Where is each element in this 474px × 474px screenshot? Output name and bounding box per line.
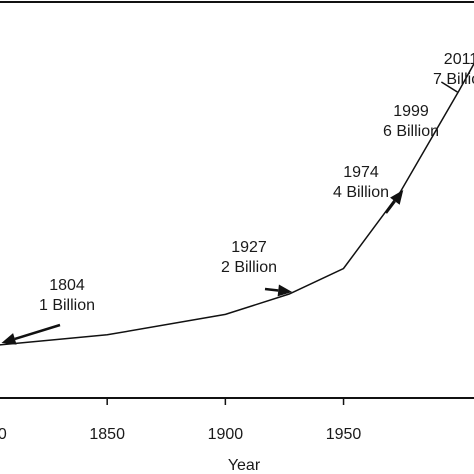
plot-frame xyxy=(0,1,474,399)
annotation-year: 1974 xyxy=(343,164,379,181)
series-layer xyxy=(0,62,474,346)
annotation-year: 1999 xyxy=(393,103,429,120)
annotation-arrow-shaft xyxy=(14,323,61,341)
x-tick-label: 1800 xyxy=(0,426,7,443)
annotation-arrow-shaft xyxy=(385,200,396,214)
annotation-year: 2011 xyxy=(444,51,474,68)
x-axis-ticks: 1800 1850 1900 1950 xyxy=(0,398,361,443)
x-tick-label: 1900 xyxy=(208,426,244,443)
annotation-year: 1927 xyxy=(231,239,267,256)
annotation-1974: 1974 4 Billion xyxy=(333,164,404,214)
x-axis-title: Year xyxy=(228,457,261,474)
x-tick-label: 1950 xyxy=(326,426,362,443)
x-tick-label: 1850 xyxy=(89,426,125,443)
annotation-year: 1804 xyxy=(49,277,85,294)
annotation-value: 7 Billion xyxy=(433,71,474,88)
annotation-value: 4 Billion xyxy=(333,184,389,201)
annotation-1804: 1804 1 Billion xyxy=(1,277,95,345)
annotation-value: 6 Billion xyxy=(383,123,439,140)
annotation-1927: 1927 2 Billion xyxy=(221,239,293,297)
annotation-leader xyxy=(440,81,458,93)
annotation-value: 2 Billion xyxy=(221,259,277,276)
annotation-arrow-head xyxy=(1,333,17,345)
annotation-arrow-shaft xyxy=(264,287,279,292)
annotation-1999: 1999 6 Billion xyxy=(383,81,458,140)
population-line xyxy=(0,62,474,346)
annotation-arrow-head xyxy=(390,190,404,205)
annotation-arrow-head xyxy=(277,284,293,297)
annotation-value: 1 Billion xyxy=(39,297,95,314)
annotation-2011: 2011 7 Billion xyxy=(433,51,474,88)
